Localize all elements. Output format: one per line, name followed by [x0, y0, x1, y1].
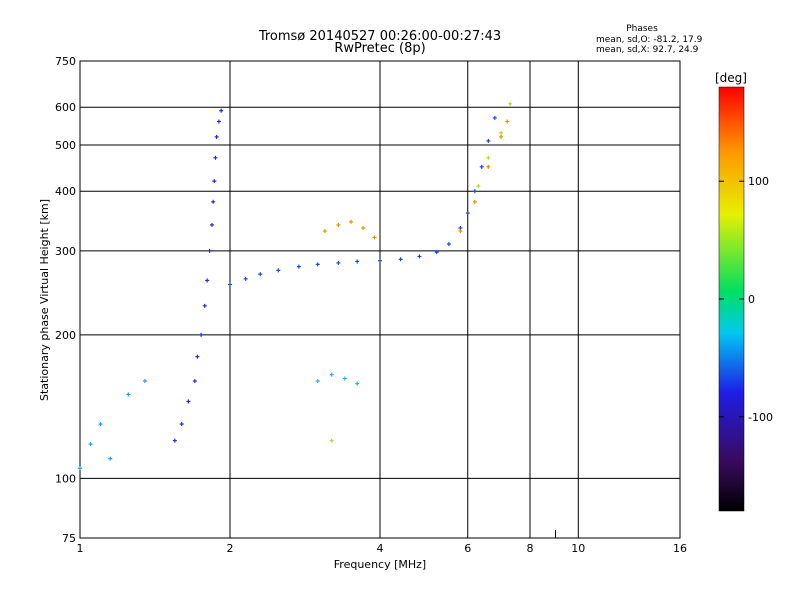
- colorbar-tick-label: 0: [748, 293, 755, 306]
- data-point: [329, 438, 334, 443]
- data-point: [211, 199, 216, 204]
- plot-area: 1 2 4 6 8 10 16 75 100 200 300 400 500 600 750: [55, 55, 687, 555]
- data-point: [219, 108, 224, 113]
- data-point: [486, 164, 491, 169]
- x-tick-label: 16: [673, 542, 687, 555]
- data-point: [322, 229, 327, 234]
- data-point: [88, 442, 93, 447]
- data-point: [315, 379, 320, 384]
- data-point: [329, 372, 334, 377]
- y-tick-label: 400: [55, 185, 76, 198]
- colorbar-label: [deg]: [715, 71, 747, 85]
- data-point: [199, 332, 204, 337]
- data-point: [212, 179, 217, 184]
- data-point: [216, 119, 221, 124]
- data-point: [417, 254, 422, 259]
- y-axis-label: Stationary phase Virtual Height [km]: [38, 199, 51, 401]
- data-point: [195, 354, 200, 359]
- y-tick-label: 600: [55, 101, 76, 114]
- x-tick-label: 8: [527, 542, 534, 555]
- data-point: [213, 155, 218, 160]
- colorbar-tick-label: -100: [748, 411, 773, 424]
- data-point: [243, 276, 248, 281]
- data-point: [355, 259, 360, 264]
- data-point: [479, 164, 484, 169]
- x-axis-label: Frequency [MHz]: [334, 558, 426, 571]
- data-point: [378, 258, 382, 263]
- x-tick-label: 6: [464, 542, 471, 555]
- data-point: [179, 422, 184, 427]
- x-tick-label: 4: [377, 542, 384, 555]
- data-point: [214, 134, 219, 139]
- data-point: [465, 211, 470, 216]
- data-point: [398, 257, 403, 262]
- axes: 1 2 4 6 8 10 16 75 100 200 300 400 500 600 750: [55, 55, 687, 555]
- data-point: [126, 392, 131, 397]
- y-tick-label: 500: [55, 139, 76, 152]
- data-point: [209, 222, 214, 227]
- data-point: [78, 466, 82, 471]
- y-tick-label: 100: [55, 472, 76, 485]
- data-point: [172, 438, 177, 443]
- data-point: [202, 303, 207, 308]
- data-point: [446, 242, 451, 247]
- data-point: [434, 250, 439, 255]
- data-point: [349, 219, 354, 224]
- y-tick-label: 300: [55, 245, 76, 258]
- data-point: [476, 184, 481, 189]
- data-point: [228, 282, 232, 287]
- data-point: [486, 138, 491, 143]
- stats-line-x: mean, sd,X: 92.7, 24.9: [596, 45, 699, 55]
- data-point: [315, 262, 320, 267]
- data-point: [207, 248, 212, 253]
- data-point: [186, 399, 191, 404]
- data-point: [98, 422, 103, 427]
- data-point: [296, 264, 301, 269]
- data-point: [336, 260, 341, 265]
- data-point: [508, 101, 513, 106]
- data-points: [78, 101, 513, 471]
- grid: [80, 61, 680, 538]
- y-tick-label: 75: [62, 532, 76, 545]
- stats-line-o: mean, sd,O: -81.2, 17.9: [596, 35, 703, 45]
- y-tick-label: 200: [55, 329, 76, 342]
- chart-title: Tromsø 20140527 00:26:00-00:27:43: [258, 29, 501, 44]
- data-point: [372, 235, 377, 240]
- y-tick-label: 750: [55, 55, 76, 68]
- chart-subtitle: RwPretec (8p): [334, 41, 425, 56]
- data-point: [499, 130, 504, 135]
- data-point: [336, 222, 341, 227]
- data-point: [205, 278, 210, 283]
- x-tick-label: 1: [77, 542, 84, 555]
- data-point: [361, 225, 366, 230]
- data-point: [505, 119, 510, 124]
- data-point: [258, 272, 263, 277]
- data-point: [472, 199, 477, 204]
- data-point: [499, 134, 504, 139]
- colorbar-tick-label: 100: [748, 175, 769, 188]
- colorbar: [deg] 100 0 -100: [715, 71, 773, 512]
- x-tick-label: 2: [227, 542, 234, 555]
- data-point: [108, 456, 113, 461]
- data-point: [142, 379, 147, 384]
- data-point: [276, 268, 281, 273]
- data-point: [458, 229, 463, 234]
- x-tick-label: 10: [571, 542, 585, 555]
- data-point: [486, 155, 491, 160]
- stats-heading: Phases: [626, 24, 658, 34]
- data-point: [472, 189, 477, 194]
- data-point: [492, 115, 497, 120]
- data-point: [342, 376, 347, 381]
- data-point: [192, 379, 197, 384]
- data-point: [355, 381, 360, 386]
- colorbar-ticks: 100 0 -100: [719, 175, 773, 424]
